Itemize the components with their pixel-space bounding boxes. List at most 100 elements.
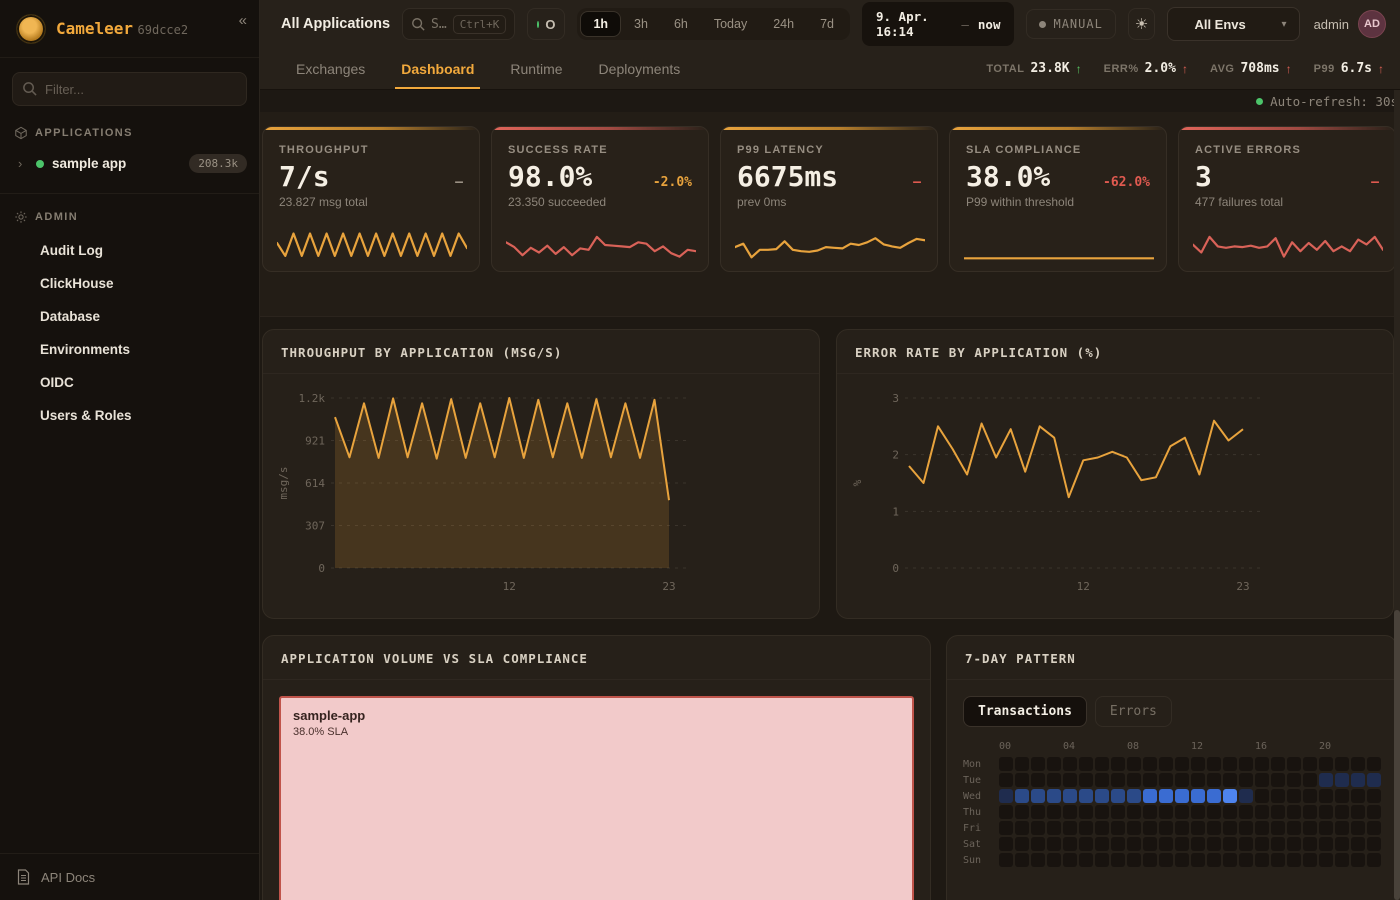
- heatmap-cell[interactable]: [1191, 821, 1205, 835]
- heatmap-cell[interactable]: [1303, 805, 1317, 819]
- sidebar-item-audit-log[interactable]: Audit Log: [40, 243, 103, 258]
- heatmap-cell[interactable]: [1367, 757, 1381, 771]
- heatmap-cell[interactable]: [1111, 789, 1125, 803]
- heatmap-cell[interactable]: [1063, 837, 1077, 851]
- heatmap-cell[interactable]: [1111, 837, 1125, 851]
- heatmap-cell[interactable]: [1303, 773, 1317, 787]
- heatmap-cell[interactable]: [1111, 805, 1125, 819]
- heatmap-cell[interactable]: [1303, 853, 1317, 867]
- sidebar-item-sample-app[interactable]: › sample app 208.3k: [0, 146, 259, 181]
- heatmap-cell[interactable]: [1239, 853, 1253, 867]
- heatmap-cell[interactable]: [1255, 805, 1269, 819]
- heatmap-cell[interactable]: [1127, 853, 1141, 867]
- heatmap-cell[interactable]: [1095, 853, 1109, 867]
- heatmap-cell[interactable]: [1367, 773, 1381, 787]
- connection-status-pill[interactable]: O: [527, 8, 566, 40]
- heatmap-cell[interactable]: [1015, 789, 1029, 803]
- heatmap-cell[interactable]: [1367, 789, 1381, 803]
- scrollbar-track[interactable]: [1394, 90, 1400, 900]
- heatmap-cell[interactable]: [1159, 853, 1173, 867]
- heatmap-cell[interactable]: [1271, 805, 1285, 819]
- heatmap-cell[interactable]: [1015, 837, 1029, 851]
- time-range-1h[interactable]: 1h: [580, 11, 622, 37]
- heatmap-cell[interactable]: [1351, 821, 1365, 835]
- heatmap-cell[interactable]: [1367, 837, 1381, 851]
- tab-exchanges[interactable]: Exchanges: [296, 60, 366, 77]
- heatmap-cell[interactable]: [1079, 789, 1093, 803]
- heatmap-cell[interactable]: [1111, 821, 1125, 835]
- heatmap-cell[interactable]: [1143, 821, 1157, 835]
- sidebar-collapse-icon[interactable]: «: [238, 12, 247, 29]
- heatmap-cell[interactable]: [1335, 853, 1349, 867]
- heatmap-cell[interactable]: [1191, 789, 1205, 803]
- heatmap-cell[interactable]: [1143, 789, 1157, 803]
- heatmap-cell[interactable]: [999, 821, 1013, 835]
- heatmap-cell[interactable]: [1047, 789, 1061, 803]
- heatmap-cell[interactable]: [1143, 805, 1157, 819]
- heatmap-cell[interactable]: [1367, 853, 1381, 867]
- heatmap-cell[interactable]: [1223, 773, 1237, 787]
- heatmap-cell[interactable]: [1031, 757, 1045, 771]
- time-range-6h[interactable]: 6h: [673, 17, 688, 31]
- heatmap-cell[interactable]: [1255, 821, 1269, 835]
- heatmap-cell[interactable]: [999, 773, 1013, 787]
- heatmap-cell[interactable]: [1127, 789, 1141, 803]
- heatmap-cell[interactable]: [1095, 773, 1109, 787]
- heatmap-cell[interactable]: [1207, 789, 1221, 803]
- throughput-chart[interactable]: 0 307 614 921 1.2k 12 23 msg/s: [271, 380, 811, 616]
- theme-toggle-button[interactable]: ☀: [1127, 8, 1156, 40]
- heatmap-cell[interactable]: [1207, 805, 1221, 819]
- heatmap-cell[interactable]: [1223, 757, 1237, 771]
- heatmap-cell[interactable]: [1303, 757, 1317, 771]
- heatmap-cell[interactable]: [1335, 821, 1349, 835]
- heatmap-cell[interactable]: [1175, 789, 1189, 803]
- heatmap-cell[interactable]: [1079, 821, 1093, 835]
- heatmap-cell[interactable]: [1239, 757, 1253, 771]
- heatmap-cell[interactable]: [1111, 757, 1125, 771]
- heatmap-cell[interactable]: [1351, 757, 1365, 771]
- heatmap-cell[interactable]: [1191, 773, 1205, 787]
- heatmap-cell[interactable]: [1319, 789, 1333, 803]
- heatmap-cell[interactable]: [1255, 757, 1269, 771]
- heatmap-cell[interactable]: [1127, 773, 1141, 787]
- heatmap-cell[interactable]: [1031, 853, 1045, 867]
- heatmap-cell[interactable]: [1255, 773, 1269, 787]
- heatmap-cell[interactable]: [1239, 821, 1253, 835]
- heatmap-cell[interactable]: [999, 853, 1013, 867]
- heatmap-cell[interactable]: [1207, 821, 1221, 835]
- heatmap-cell[interactable]: [1063, 773, 1077, 787]
- heatmap-cell[interactable]: [1175, 821, 1189, 835]
- heatmap-cell[interactable]: [1143, 837, 1157, 851]
- heatmap-cell[interactable]: [1143, 853, 1157, 867]
- heatmap-cell[interactable]: [1287, 837, 1301, 851]
- heatmap-cell[interactable]: [1319, 837, 1333, 851]
- heatmap-cell[interactable]: [1015, 853, 1029, 867]
- heatmap-cell[interactable]: [1239, 805, 1253, 819]
- time-range-3h[interactable]: 3h: [634, 17, 648, 31]
- heatmap-cell[interactable]: [1079, 837, 1093, 851]
- heatmap-cell[interactable]: [1223, 789, 1237, 803]
- heatmap-cell[interactable]: [1319, 821, 1333, 835]
- heatmap-cell[interactable]: [1191, 837, 1205, 851]
- heatmap-cell[interactable]: [1303, 789, 1317, 803]
- avatar[interactable]: AD: [1358, 10, 1386, 38]
- heatmap-cell[interactable]: [1287, 789, 1301, 803]
- heatmap-cell[interactable]: [1127, 837, 1141, 851]
- heatmap-cell[interactable]: [1143, 757, 1157, 771]
- heatmap-cell[interactable]: [1223, 821, 1237, 835]
- heatmap-cell[interactable]: [1255, 837, 1269, 851]
- heatmap-cell[interactable]: [1063, 821, 1077, 835]
- heatmap-cell[interactable]: [1319, 773, 1333, 787]
- heatmap-cell[interactable]: [1191, 853, 1205, 867]
- heatmap-cell[interactable]: [1095, 837, 1109, 851]
- heatmap-cell[interactable]: [1159, 821, 1173, 835]
- heatmap-cell[interactable]: [1127, 805, 1141, 819]
- heatmap-cell[interactable]: [1143, 773, 1157, 787]
- heatmap-cell[interactable]: [1159, 805, 1173, 819]
- heatmap-cell[interactable]: [1207, 757, 1221, 771]
- treemap-cell-sample-app[interactable]: sample-app 38.0% SLA: [279, 696, 914, 900]
- sidebar-filter-input[interactable]: [12, 72, 247, 106]
- heatmap-cell[interactable]: [1319, 757, 1333, 771]
- sidebar-item-clickhouse[interactable]: ClickHouse: [40, 276, 114, 291]
- heatmap-cell[interactable]: [1047, 805, 1061, 819]
